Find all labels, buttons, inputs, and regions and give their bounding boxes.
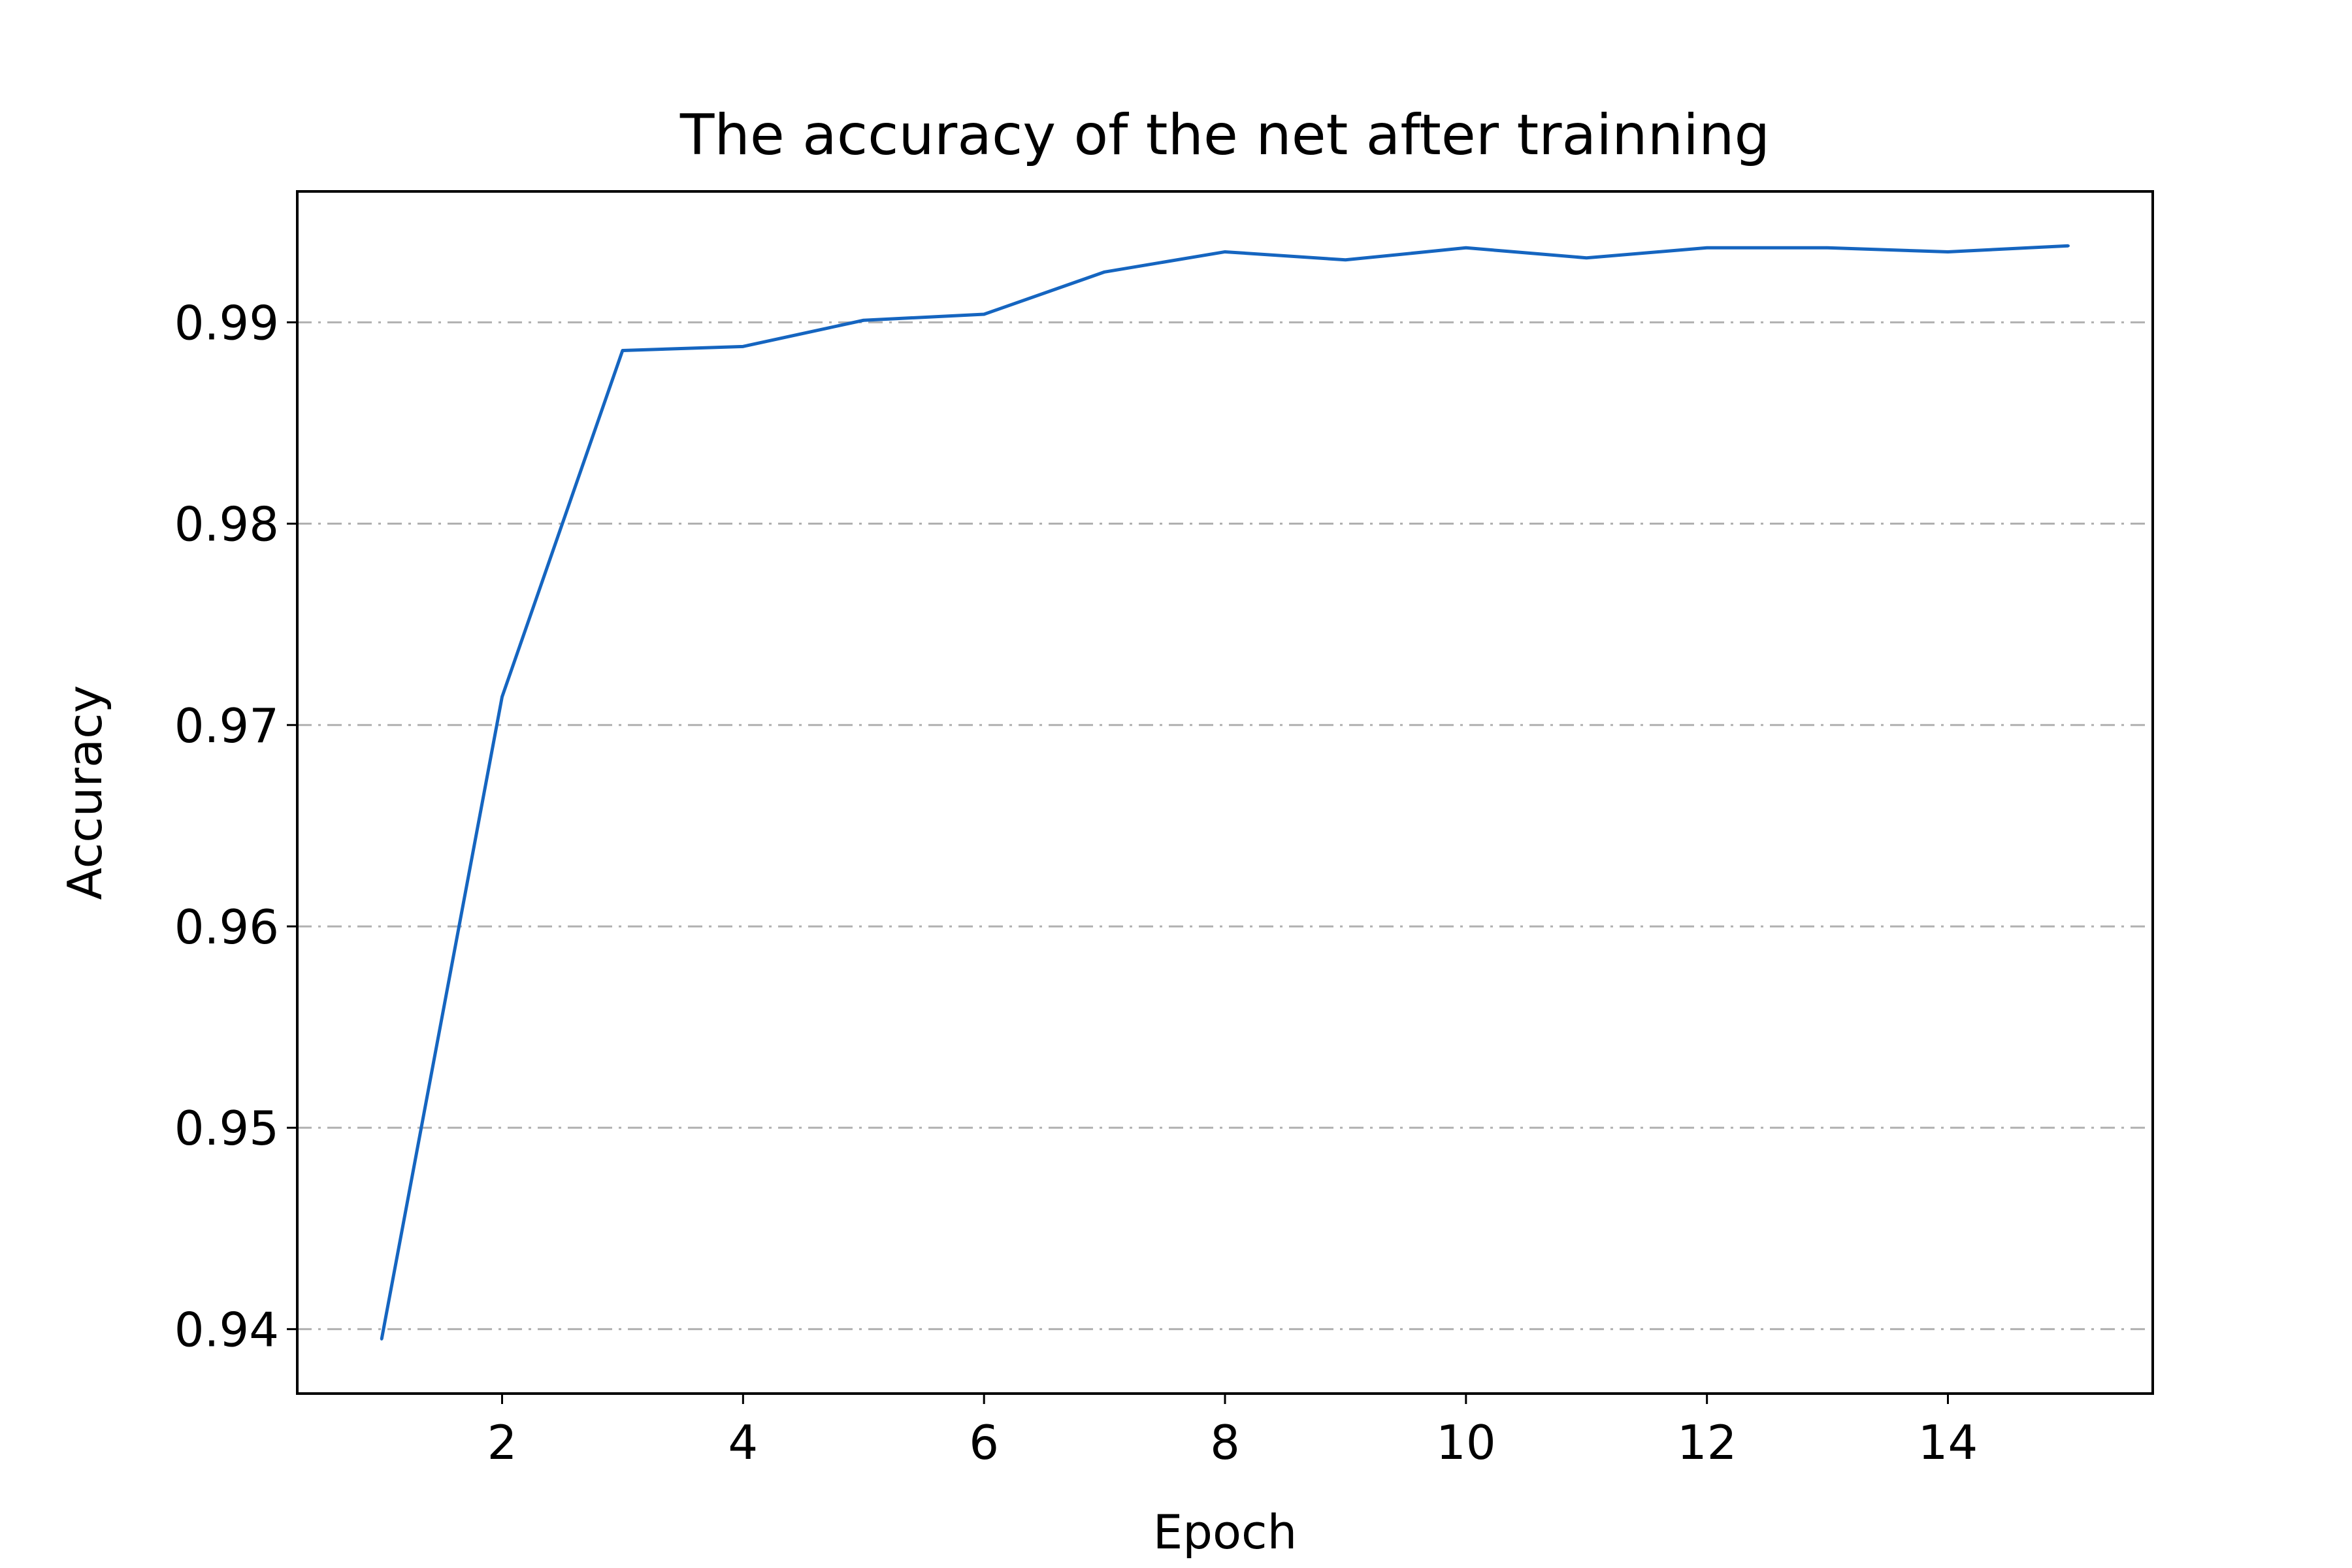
y-tick-label: 0.99 [174,295,279,350]
y-tick-label: 0.95 [174,1101,279,1156]
accuracy-data-point [621,349,624,352]
accuracy-data-point [1946,250,1950,253]
accuracy-data-point [1705,246,1708,250]
x-tick-label: 10 [1436,1415,1496,1470]
series-layer [380,244,2070,1341]
accuracy-data-point [1826,246,1829,250]
gridlines [297,321,2153,1330]
x-axis-ticks: 2 4 6 8 10 12 14 [487,1394,1978,1470]
accuracy-data-point [2066,244,2070,248]
accuracy-data-point [1344,258,1347,261]
x-tick-label: 4 [728,1415,758,1470]
y-axis-ticks: 0.94 0.95 0.96 0.97 0.98 0.99 [174,295,297,1357]
y-tick-label: 0.97 [174,698,279,753]
accuracy-data-point [742,345,745,348]
accuracy-data-point [1464,246,1467,250]
accuracy-data-point [983,313,986,316]
y-tick-label: 0.98 [174,497,279,552]
accuracy-data-point [380,1337,384,1341]
x-tick-label: 14 [1918,1415,1978,1470]
accuracy-data-point [1224,250,1226,253]
accuracy-data-point [1103,270,1106,274]
accuracy-data-point [1585,256,1588,259]
y-axis-label: Accuracy [57,685,112,900]
x-tick-label: 2 [487,1415,517,1470]
chart-title: The accuracy of the net after trainning [679,103,1770,168]
accuracy-data-point [500,695,504,698]
y-tick-label: 0.94 [174,1302,279,1357]
x-axis-label: Epoch [1153,1505,1297,1560]
x-tick-label: 8 [1210,1415,1240,1470]
y-tick-label: 0.96 [174,900,279,955]
x-tick-label: 6 [969,1415,999,1470]
accuracy-data-point [862,319,865,322]
x-tick-label: 12 [1677,1415,1737,1470]
